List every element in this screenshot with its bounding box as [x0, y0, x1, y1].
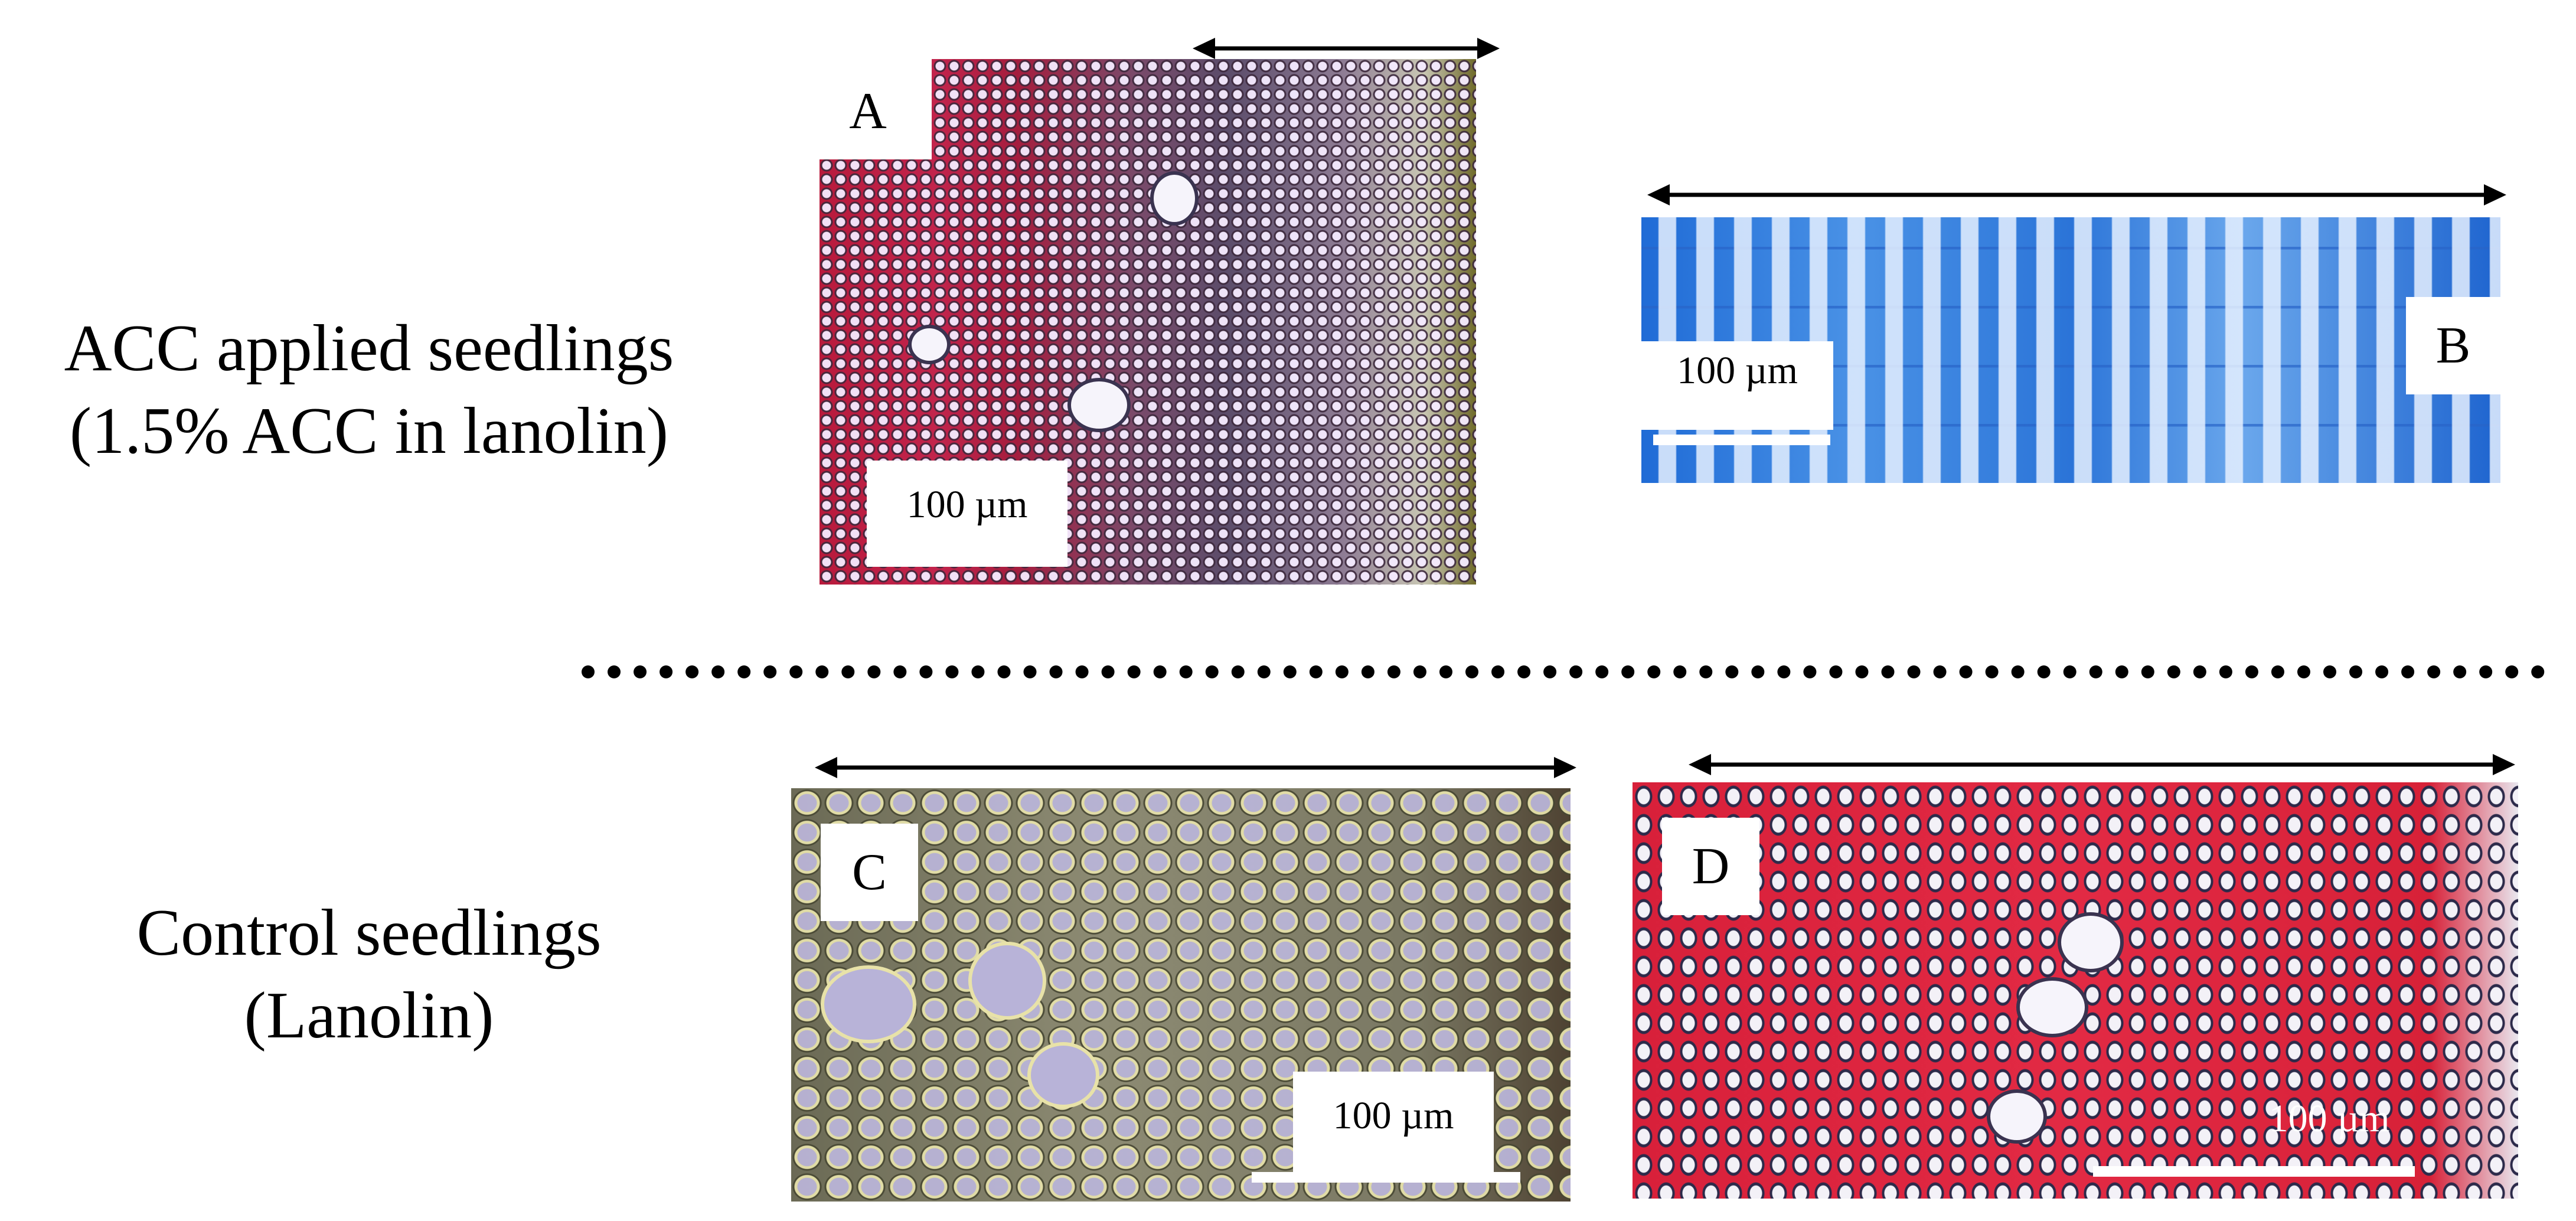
vessel-cell — [2058, 912, 2124, 972]
width-arrow-c — [815, 756, 1576, 779]
width-arrow-d — [1689, 753, 2515, 776]
width-arrow-b — [1647, 183, 2506, 207]
scale-bar-d — [2093, 1166, 2415, 1177]
vessel-cell — [908, 325, 951, 364]
vessel-cell — [1067, 378, 1131, 432]
panel-letter-b: B — [2406, 297, 2500, 394]
row-divider — [582, 665, 2545, 678]
vessel-cell — [1150, 171, 1199, 226]
row-label-control-line2: (Lanolin) — [244, 979, 494, 1052]
panel-letter-d: D — [1662, 818, 1759, 915]
scale-label-d: 100 µm — [2268, 1097, 2390, 1140]
vessel-cell — [1027, 1042, 1099, 1108]
row-label-acc: ACC applied seedlings (1.5% ACC in lanol… — [12, 307, 726, 472]
vessel-cell — [1987, 1089, 2047, 1144]
vessel-cell — [2016, 977, 2088, 1037]
micrograph-b: B 100 µm — [1641, 217, 2500, 483]
micrograph-c: C 100 µm — [791, 788, 1571, 1202]
vessel-cell — [968, 942, 1046, 1020]
scale-bar-c — [1252, 1172, 1520, 1183]
micrograph-d: D 100 µm — [1633, 782, 2518, 1199]
panel-letter-c: C — [821, 824, 918, 921]
scale-label-c: 100 µm — [1293, 1072, 1494, 1175]
row-label-control: Control seedlings (Lanolin) — [59, 892, 679, 1057]
panel-letter-a-overlay: A — [849, 83, 887, 140]
row-label-control-line1: Control seedlings — [136, 896, 602, 969]
panel-a-notch — [820, 59, 932, 159]
scale-bar-b — [1653, 435, 1830, 445]
scale-label-b: 100 µm — [1641, 341, 1833, 430]
row-label-acc-line1: ACC applied seedlings — [64, 312, 674, 385]
scale-bar-a — [929, 540, 1054, 556]
vessel-cell — [821, 965, 916, 1043]
row-label-acc-line2: (1.5% ACC in lanolin) — [69, 394, 669, 468]
width-arrow-a — [1193, 37, 1500, 60]
